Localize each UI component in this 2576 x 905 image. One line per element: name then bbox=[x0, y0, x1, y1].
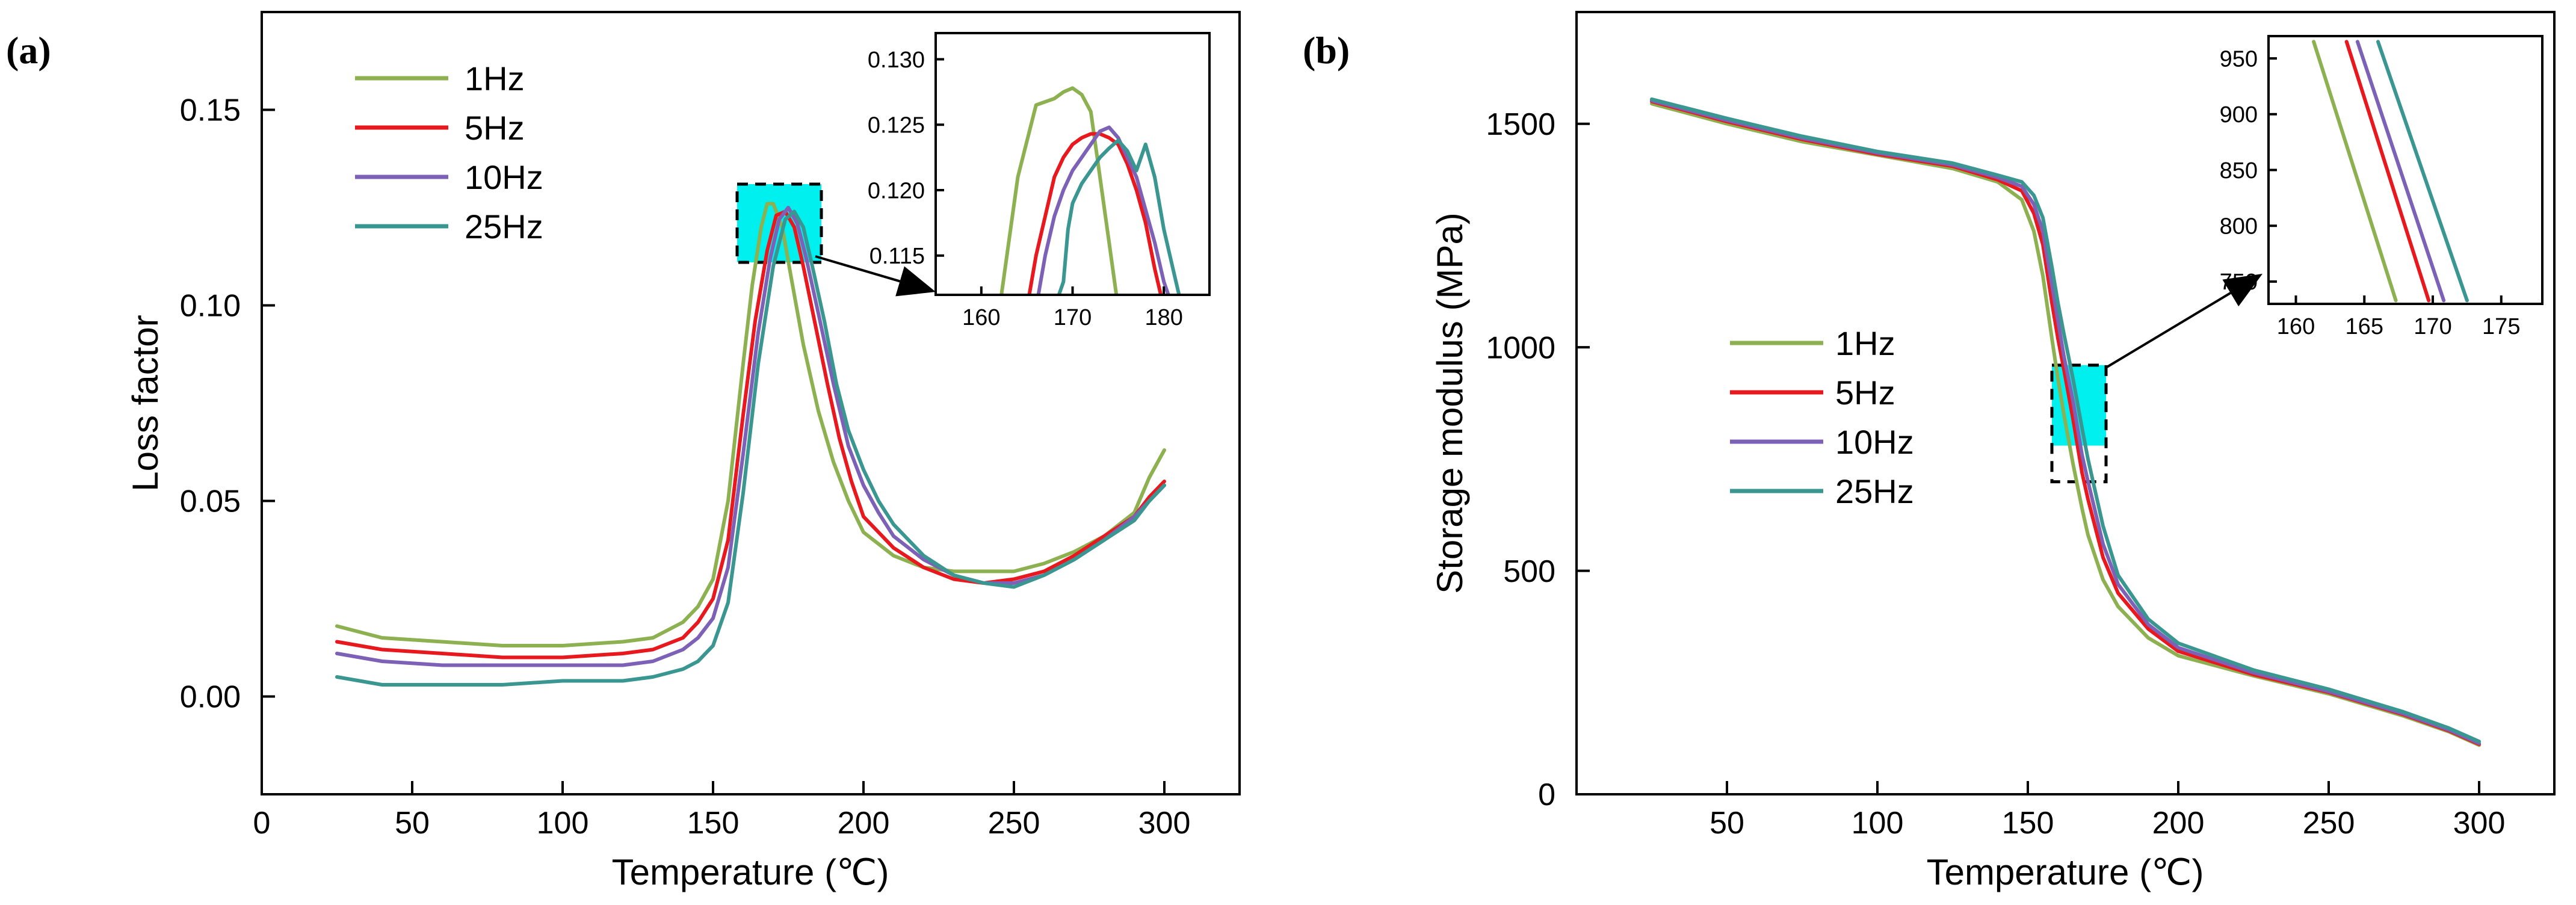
panel-b-inset-xtick-label: 165 bbox=[2346, 314, 2383, 339]
panel-b-highlight-box bbox=[2050, 363, 2108, 484]
panel-b-legend-label-5hz: 5Hz bbox=[1835, 374, 1895, 412]
panel-b-inset-line-1hz bbox=[2312, 40, 2398, 303]
panel-a-xtick-label: 250 bbox=[988, 806, 1040, 841]
panel-a-inset-bg bbox=[936, 33, 1209, 295]
panel-b: (b) 50 100 150 200 250 300 0 500 1000 1500 Tempe… bbox=[1303, 11, 2556, 892]
panel-a-y-ticks: 0.00 0.05 0.10 0.15 bbox=[180, 93, 275, 715]
panel-a-inset-line-5hz bbox=[1027, 132, 1163, 295]
panel-a-y-axis-title: Loss factor bbox=[125, 315, 165, 491]
panel-a-x-axis-title: Temperature (℃) bbox=[612, 852, 889, 892]
panel-b-inset-ytick-label: 850 bbox=[2220, 158, 2258, 184]
panel-a-highlight-box bbox=[735, 182, 823, 264]
panel-a-series bbox=[335, 202, 1166, 687]
panel-a-ytick-label: 0.00 bbox=[180, 680, 241, 715]
panel-a-legend: 1Hz 5Hz 10Hz 25Hz bbox=[355, 60, 543, 246]
panel-a-x-ticks: 0 50 100 150 200 250 300 bbox=[253, 781, 1191, 841]
panel-b-x-axis-title: Temperature (℃) bbox=[1927, 852, 2204, 892]
panel-a-inset-line-25hz bbox=[1057, 138, 1181, 295]
panel-a-frame bbox=[261, 11, 1241, 795]
panel-b-inset-line-5hz bbox=[2344, 40, 2431, 303]
panel-b-inset-ytick-label: 800 bbox=[2220, 214, 2258, 239]
panel-a-legend-label-5hz: 5Hz bbox=[465, 109, 525, 147]
panel-b-legend-label-1hz: 1Hz bbox=[1835, 324, 1895, 362]
panel-b-y-ticks: 0 500 1000 1500 bbox=[1486, 107, 1590, 812]
panel-a-xtick-label: 100 bbox=[537, 806, 589, 841]
panel-a-inset: 160 170 180 0.115 0.120 0.125 0.130 bbox=[868, 32, 1211, 330]
panel-a-inset-ytick-label: 0.120 bbox=[868, 178, 925, 203]
panel-b-y-axis-title: Storage modulus (MPa) bbox=[1430, 212, 1470, 594]
panel-b-xtick-label: 200 bbox=[2152, 806, 2205, 841]
panel-b-frame bbox=[1575, 11, 2556, 795]
panel-a-ytick-label: 0.10 bbox=[180, 289, 241, 324]
panel-b-ytick-label: 0 bbox=[1538, 777, 1555, 812]
panel-a-line-5hz bbox=[335, 209, 1166, 659]
panel-a: (a) 0 50 100 150 200 250 300 0.000.050.100.15 … bbox=[6, 11, 1241, 892]
panel-a-line-1hz bbox=[335, 202, 1166, 647]
panel-b-inset-x-ticks: 160 165 170 175 bbox=[2277, 295, 2520, 339]
panel-b-inset-ytick-label: 900 bbox=[2220, 102, 2258, 128]
panel-b-legend-label-10hz: 10Hz bbox=[1835, 423, 1914, 461]
panel-b-inset-ytick-label: 750 bbox=[2220, 270, 2258, 295]
panel-b-x-ticks: 50 100 150 200 250 300 bbox=[1710, 781, 2505, 841]
panel-a-xtick-label: 300 bbox=[1138, 806, 1191, 841]
panel-b-xtick-label: 300 bbox=[2453, 806, 2506, 841]
panel-b-ytick-label: 1500 bbox=[1486, 107, 1555, 142]
panel-b-inset-xtick-label: 175 bbox=[2482, 314, 2520, 339]
panel-b-legend-label-25hz: 25Hz bbox=[1835, 472, 1914, 510]
panel-a-legend-label-1hz: 1Hz bbox=[465, 60, 525, 97]
panel-b-legend: 1Hz 5Hz 10Hz 25Hz bbox=[1730, 324, 1914, 510]
panel-a-xtick-label: 50 bbox=[395, 806, 430, 841]
panel-a-xtick-label: 0 bbox=[253, 806, 271, 841]
panel-a-label: (a) bbox=[6, 29, 51, 72]
panel-a-zoom-arrow bbox=[815, 255, 901, 283]
panel-b-xtick-label: 50 bbox=[1710, 806, 1744, 841]
panel-a-inset-ytick-label: 0.125 bbox=[868, 113, 925, 138]
panel-a-inset-series bbox=[999, 86, 1181, 295]
panel-b-ytick-label: 500 bbox=[1503, 554, 1555, 589]
panel-b-line-25hz bbox=[1650, 97, 2481, 744]
panel-a-inset-x-ticks: 160 170 180 bbox=[962, 286, 1183, 330]
panel-a-xtick-label: 150 bbox=[687, 806, 740, 841]
panel-a-zoom-arrowhead bbox=[895, 266, 936, 297]
panel-b-zoom-arrowhead bbox=[2222, 274, 2262, 307]
panel-b-inset-bg bbox=[2269, 36, 2542, 304]
panel-a-inset-xtick-label: 160 bbox=[962, 305, 1000, 330]
panel-a-line-10hz bbox=[335, 206, 1166, 667]
panel-b-inset-line-25hz bbox=[2376, 40, 2469, 303]
panel-b-xtick-label: 250 bbox=[2303, 806, 2355, 841]
panel-a-line-25hz bbox=[335, 209, 1166, 687]
panel-b-zoom-arrow bbox=[2105, 292, 2231, 369]
panel-a-inset-xtick-label: 180 bbox=[1144, 305, 1182, 330]
panel-b-ytick-label: 1000 bbox=[1486, 330, 1555, 365]
panel-b-xtick-label: 150 bbox=[2002, 806, 2054, 841]
panel-a-inset-ytick-label: 0.130 bbox=[868, 48, 925, 73]
panel-b-xtick-label: 100 bbox=[1852, 806, 1904, 841]
panel-a-xtick-label: 200 bbox=[838, 806, 890, 841]
panel-a-legend-label-10hz: 10Hz bbox=[465, 158, 543, 196]
panel-a-inset-line-1hz bbox=[999, 86, 1119, 295]
panel-b-inset-series bbox=[2312, 40, 2469, 303]
panel-b-inset-xtick-label: 160 bbox=[2277, 314, 2315, 339]
panel-b-inset-line-10hz bbox=[2355, 40, 2446, 303]
panel-b-inset: 160 165 170 175 750 800 850 900 950 bbox=[2220, 35, 2544, 339]
panel-a-ytick-label: 0.15 bbox=[180, 93, 241, 128]
panel-b-inset-ytick-label: 950 bbox=[2220, 46, 2258, 72]
panel-a-legend-label-25hz: 25Hz bbox=[465, 208, 543, 246]
panel-b-inset-xtick-label: 170 bbox=[2414, 314, 2451, 339]
panel-a-inset-line-10hz bbox=[1036, 125, 1170, 295]
panel-a-inset-y-ticks: 0.115 0.120 0.125 0.130 bbox=[868, 48, 944, 269]
panel-b-label: (b) bbox=[1303, 29, 1350, 72]
panel-b-series bbox=[1650, 97, 2481, 747]
panel-a-inset-xtick-label: 170 bbox=[1054, 305, 1092, 330]
panel-a-inset-ytick-label: 0.115 bbox=[869, 244, 925, 269]
panel-b-inset-y-ticks: 750 800 850 900 950 bbox=[2220, 46, 2277, 295]
panel-a-ytick-label: 0.05 bbox=[180, 484, 241, 519]
